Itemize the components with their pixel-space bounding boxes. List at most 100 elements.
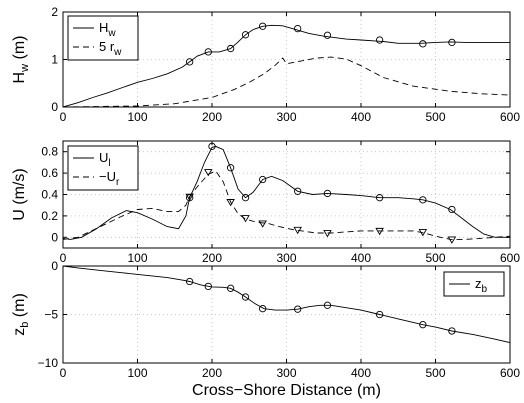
legend-label-sub: l [108,158,110,169]
marker-circle [226,164,235,172]
marker-circle [259,175,267,184]
y-tick-label: −5 [44,308,58,322]
y-tick-label: 0.2 [41,209,58,223]
x-tick-label: 600 [500,366,520,380]
x-tick-label: 200 [202,251,222,265]
marker-triangle [323,230,332,238]
marker-circle [448,38,456,47]
x-tick-label: 300 [276,110,296,124]
x-tick-label: 300 [276,251,296,265]
legend-label-main: −U [99,169,116,184]
marker-circle [185,277,194,286]
marker-circle [323,301,332,309]
x-tick-label: 0 [60,251,67,265]
y-axis-label-main: U (m/s) [11,168,28,220]
marker-circle [323,189,332,198]
legend-label: −Ur [99,169,120,188]
legend-label-sub: r [116,177,120,188]
legend-label-sub: w [113,47,122,58]
marker-triangle [203,169,213,177]
legend-label: Ul [99,150,111,169]
series-line-w [63,56,510,107]
marker-circle [241,293,250,301]
y-axis-label-main: z [11,328,28,336]
x-tick-label: 100 [127,366,147,380]
x-tick-label: 0 [60,110,67,124]
x-tick-label: 200 [202,110,222,124]
x-tick-label: 300 [276,366,296,380]
legend-label-sub: b [482,284,488,295]
legend-label-main: U [99,150,108,165]
series-line-b [63,266,510,344]
marker-triangle [375,227,384,236]
x-tick-label: 400 [351,366,371,380]
marker-circle [375,310,384,319]
marker-circle [419,40,427,48]
marker-circle [448,205,456,214]
x-tick-label: 100 [127,110,147,124]
marker-triangle [226,199,235,207]
marker-triangle [258,220,267,228]
marker-circle [323,31,332,39]
marker-circle [204,282,212,291]
marker-circle [185,58,194,66]
marker-circle [375,194,384,202]
x-tick-label: 400 [351,251,371,265]
y-tick-label: −10 [38,356,59,370]
legend-label: Hw [99,20,116,39]
series-line-l [63,145,510,240]
marker-circle [226,44,235,53]
y-tick-label: 0 [51,259,58,273]
y-tick-label: 0 [51,230,58,244]
legend-label: zb [475,276,488,295]
y-tick-label: 0.8 [41,145,58,159]
marker-circle [294,187,302,195]
marker-triangle [418,229,428,237]
y-tick-label: 0.4 [41,188,58,202]
y-axis-label-main: H [11,72,28,84]
y-tick-label: 1 [51,53,58,67]
x-tick-label: 100 [127,251,147,265]
legend-label: 5 rw [99,39,122,58]
marker-circle [448,327,456,335]
x-tick-label: 200 [202,366,222,380]
marker-circle [259,305,267,313]
marker-circle [204,48,212,56]
y-tick-label: 0 [51,100,58,114]
marker-circle [294,24,302,33]
x-tick-label: 500 [425,366,445,380]
y-tick-label: 0.6 [41,166,58,180]
legend-box [67,145,139,191]
y-axis-label-sub: b [19,322,31,328]
marker-circle [208,142,216,151]
y-tick-label: 2 [51,5,58,19]
y-axis-label-sub: w [19,64,31,73]
y-axis-label-unit: (m) [11,293,28,321]
x-tick-label: 500 [425,110,445,124]
marker-circle [226,284,235,292]
y-axis-label: Hw (m) [11,36,31,84]
series-line-w [63,24,510,107]
marker-circle [294,305,302,313]
legend-label-main: z [475,276,482,291]
marker-triangle [241,215,250,223]
x-tick-label: 400 [351,110,371,124]
marker-circle [419,196,427,204]
x-tick-label: 600 [500,110,520,124]
x-tick-label: 600 [500,251,520,265]
legend-box [67,15,139,61]
marker-triangle [185,193,194,202]
panel-2: 0 100 200 300 400 500 600 0 0.2 0.4 0.6 0.8 U (m/s) U… [11,140,520,265]
marker-circle [241,194,250,202]
y-axis-label-unit: (m) [11,36,28,64]
marker-triangle [293,226,302,235]
marker-circle [259,22,267,30]
marker-circle [241,31,250,39]
y-axis-label: zb (m) [11,293,31,336]
legend-label-main: 5 r [99,39,115,54]
legend-label-sub: w [107,28,116,39]
series-line-r [63,170,510,240]
y-axis-label: U (m/s) [11,168,28,220]
